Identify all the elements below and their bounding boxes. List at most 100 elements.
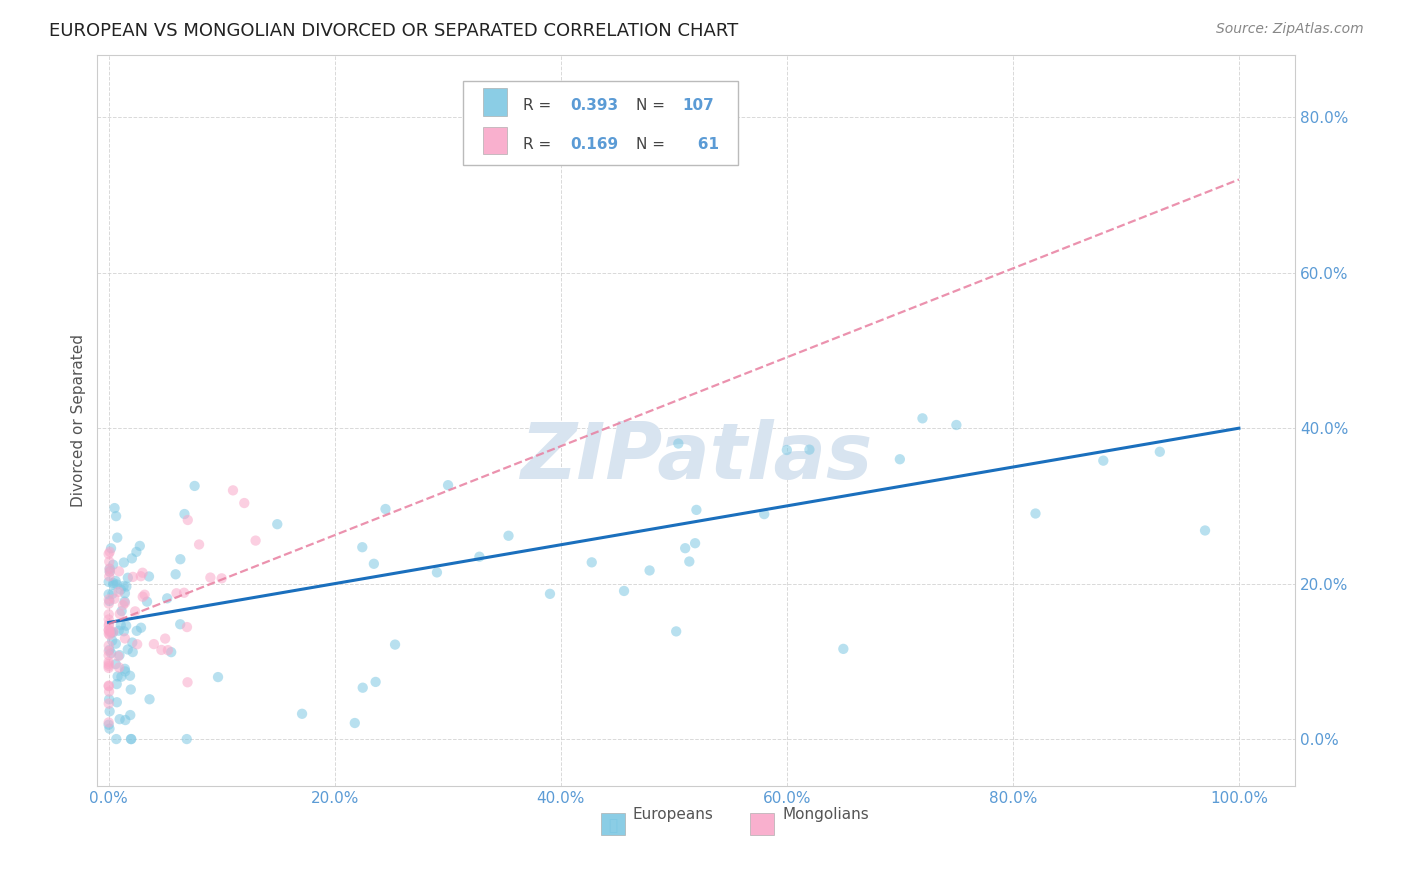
- Text: R =: R =: [523, 136, 551, 152]
- Point: [105, 577, 128, 591]
- Y-axis label: Divorced or Separated: Divorced or Separated: [72, 334, 86, 507]
- Point: [101, 625, 124, 640]
- Point: [343, 716, 366, 731]
- Point: [98, 704, 121, 718]
- Point: [97, 612, 120, 626]
- Point: [97, 659, 120, 673]
- Point: [120, 732, 142, 747]
- Point: [98, 594, 121, 608]
- Point: [128, 539, 150, 553]
- Point: [374, 502, 396, 516]
- Point: [156, 643, 179, 657]
- Point: [538, 587, 561, 601]
- Point: [121, 551, 143, 566]
- Point: [98, 565, 121, 579]
- Point: [129, 621, 152, 635]
- Point: [98, 692, 121, 706]
- Text: ⬛: ⬛: [607, 818, 617, 833]
- FancyBboxPatch shape: [600, 814, 624, 836]
- Point: [97, 661, 120, 675]
- Point: [101, 587, 124, 601]
- Point: [98, 555, 121, 569]
- Point: [105, 695, 128, 709]
- Point: [100, 541, 122, 556]
- Point: [114, 662, 136, 676]
- Point: [98, 561, 121, 575]
- Point: [211, 571, 233, 585]
- Point: [291, 706, 314, 721]
- Point: [173, 507, 195, 521]
- Point: [108, 565, 131, 579]
- Point: [114, 632, 136, 646]
- Point: [97, 574, 120, 589]
- Point: [121, 645, 143, 659]
- Point: [112, 579, 135, 593]
- Point: [98, 643, 121, 657]
- Point: [97, 626, 120, 640]
- Point: [138, 692, 160, 706]
- Point: [165, 567, 187, 582]
- Point: [97, 547, 120, 561]
- Point: [678, 554, 700, 568]
- Point: [101, 558, 124, 572]
- Point: [169, 617, 191, 632]
- Point: [98, 616, 121, 631]
- Point: [200, 570, 222, 584]
- Point: [97, 623, 120, 637]
- Point: [103, 501, 125, 516]
- Point: [97, 715, 120, 730]
- Point: [222, 483, 245, 498]
- Point: [97, 618, 120, 632]
- Point: [127, 637, 149, 651]
- Text: R =: R =: [523, 98, 551, 113]
- Point: [245, 533, 267, 548]
- Point: [97, 592, 120, 607]
- Point: [799, 442, 821, 457]
- Point: [105, 732, 128, 747]
- Point: [666, 436, 689, 450]
- Point: [889, 452, 911, 467]
- Point: [97, 679, 120, 693]
- Point: [97, 597, 120, 611]
- Point: [117, 642, 139, 657]
- Point: [100, 646, 122, 660]
- Point: [97, 655, 120, 669]
- Point: [638, 564, 661, 578]
- Point: [581, 555, 603, 569]
- Point: [98, 565, 121, 579]
- Point: [166, 586, 188, 600]
- Point: [98, 569, 121, 583]
- Point: [112, 624, 135, 639]
- Point: [110, 618, 132, 632]
- Point: [188, 537, 211, 551]
- Point: [129, 569, 152, 583]
- Point: [105, 677, 128, 691]
- Point: [122, 570, 145, 584]
- Point: [110, 582, 132, 597]
- Point: [945, 417, 967, 432]
- FancyBboxPatch shape: [484, 88, 508, 116]
- Point: [105, 531, 128, 545]
- Point: [352, 540, 374, 554]
- Text: 107: 107: [682, 98, 714, 113]
- Point: [754, 507, 776, 521]
- Point: [103, 624, 125, 639]
- Point: [120, 682, 142, 697]
- Point: [683, 536, 706, 550]
- Text: Mongolians: Mongolians: [783, 807, 869, 822]
- Point: [98, 562, 121, 576]
- Point: [100, 625, 122, 640]
- Text: N =: N =: [637, 98, 665, 113]
- Point: [363, 557, 385, 571]
- Point: [98, 545, 121, 559]
- Text: 61: 61: [682, 136, 718, 152]
- Point: [176, 620, 198, 634]
- Point: [107, 669, 129, 683]
- Point: [125, 545, 148, 559]
- Point: [97, 587, 120, 601]
- Point: [97, 607, 120, 622]
- Point: [104, 657, 127, 672]
- Text: 0.169: 0.169: [571, 136, 619, 152]
- Point: [111, 604, 134, 618]
- Point: [177, 513, 200, 527]
